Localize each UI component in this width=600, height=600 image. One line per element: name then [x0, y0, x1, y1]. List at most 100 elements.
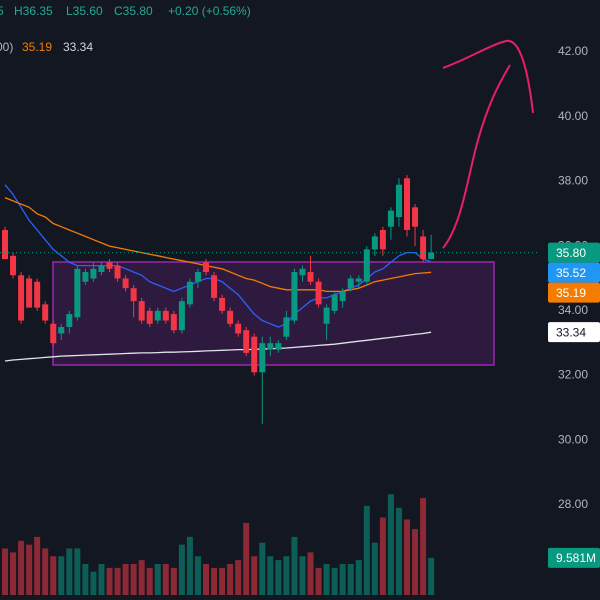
candle-body	[122, 278, 129, 289]
y-tick-label: 34.00	[558, 303, 588, 317]
candle-body	[2, 229, 8, 260]
ma-line	[4, 196, 432, 293]
candle-body	[194, 272, 201, 282]
drawing-arc	[442, 39, 534, 114]
volume-bar	[291, 536, 298, 595]
candle-body	[387, 210, 394, 227]
volume-bar	[387, 494, 394, 595]
volume-bar	[428, 557, 435, 595]
moving-averages	[4, 184, 432, 362]
candle-body	[412, 207, 419, 227]
volume-bar	[331, 567, 338, 595]
candle-body	[203, 262, 209, 273]
candle-body	[74, 268, 81, 318]
volume-bar	[194, 556, 201, 595]
candle-body	[291, 272, 298, 321]
candle-body	[170, 314, 177, 331]
candle-body	[259, 343, 266, 373]
volume-bar	[420, 498, 427, 595]
close: C35.80	[114, 4, 153, 18]
volume-bar	[66, 548, 73, 595]
candle-body	[283, 317, 290, 337]
candle-body	[146, 310, 153, 324]
volume-bar	[74, 548, 81, 595]
change: +0.20 (+0.56%)	[168, 4, 251, 18]
volume-bar	[323, 564, 330, 595]
candle-body	[114, 265, 121, 279]
candle-body	[404, 178, 410, 230]
volume-bar	[371, 542, 378, 595]
volume-bar	[243, 522, 250, 595]
y-tick-label: 30.00	[558, 432, 588, 446]
candles	[0, 174, 540, 425]
volume-bar	[339, 564, 346, 595]
volume-bar	[307, 552, 314, 595]
volume-bar	[251, 556, 258, 595]
candle-body	[267, 343, 274, 350]
volume-bar	[355, 560, 362, 595]
candle-body	[106, 262, 113, 269]
indicator-value: 33.34	[63, 40, 93, 54]
candle-body	[331, 294, 338, 311]
candle-body	[323, 307, 330, 324]
ma-line	[4, 331, 432, 362]
candle-body	[154, 310, 161, 321]
candle-body	[307, 272, 314, 282]
candle-body	[130, 288, 137, 302]
candle-body	[243, 330, 250, 353]
low: L35.60	[66, 4, 103, 18]
volume-bar	[162, 564, 169, 595]
price-label-box	[548, 242, 600, 263]
candle-body	[66, 314, 73, 328]
price-label-box	[548, 282, 600, 303]
volume-bar	[114, 567, 121, 595]
volume-label: 9.581M	[556, 551, 596, 565]
candle-body	[18, 275, 25, 321]
candle-body	[34, 281, 41, 308]
candle-body	[347, 278, 354, 289]
volume-bar	[267, 556, 274, 595]
candle-body	[98, 265, 105, 273]
candle-body	[178, 301, 185, 331]
volume-bar	[58, 556, 65, 595]
high: H36.35	[14, 4, 53, 18]
candle-body	[379, 229, 386, 250]
volume-bar	[82, 564, 89, 595]
volume-bar	[363, 505, 370, 595]
volume-label-box	[548, 547, 600, 568]
price-label: 33.34	[556, 325, 586, 339]
volume-bar	[412, 529, 419, 595]
candle-body	[50, 323, 57, 344]
volume-bar	[90, 571, 97, 595]
candle-body	[42, 304, 49, 321]
candle-body	[90, 268, 97, 279]
candle-body	[58, 327, 65, 334]
candle-body	[227, 310, 234, 324]
volume-pane	[2, 494, 435, 595]
volume-bar	[122, 564, 129, 595]
volume-bar	[18, 540, 25, 595]
candle-body	[371, 236, 378, 250]
volume-bar	[50, 556, 57, 595]
candle-body	[162, 310, 169, 321]
candle-body	[315, 281, 322, 305]
candle-body	[219, 297, 226, 311]
candle-body	[363, 249, 370, 282]
candle-body	[251, 336, 258, 373]
price-label-box	[548, 262, 600, 283]
candle-body	[82, 272, 89, 282]
ma-line	[4, 184, 432, 328]
volume-bar	[315, 567, 322, 595]
volume-bar	[404, 519, 410, 595]
drawing-curve	[442, 64, 511, 249]
candle-body	[355, 278, 362, 282]
y-tick-label: 42.00	[558, 44, 588, 58]
volume-bar	[26, 544, 33, 595]
candle-body	[138, 301, 145, 321]
volume-bar	[146, 567, 153, 595]
indicator-value: 35.19	[22, 40, 52, 54]
volume-bar	[211, 567, 218, 595]
volume-bar	[178, 544, 185, 595]
